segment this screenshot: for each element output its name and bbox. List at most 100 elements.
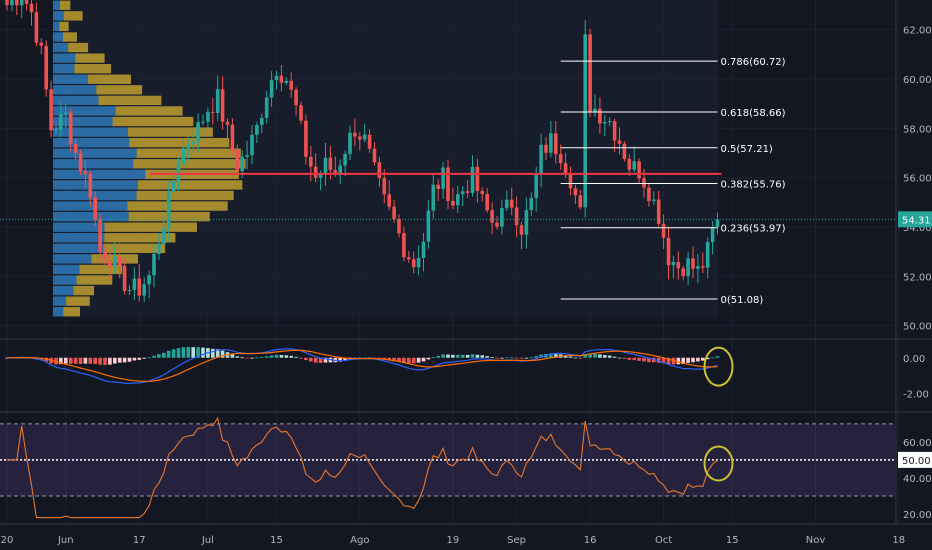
macd-histogram-bar (705, 357, 710, 360)
macd-histogram-bar (661, 357, 666, 364)
macd-histogram-bar (603, 355, 607, 358)
last-price-badge (898, 211, 932, 228)
macd-histogram-bar (88, 357, 93, 364)
macd-histogram-bar (152, 355, 156, 358)
candle-body (250, 134, 254, 156)
macd-histogram-bar (637, 357, 641, 361)
volume-profile-bar-up (53, 243, 104, 253)
macd-histogram-bar (500, 357, 504, 359)
macd-histogram-bar (181, 347, 186, 358)
last-price-badge-label: 54.31 (902, 215, 931, 226)
candle-body (627, 158, 632, 170)
price-axis-tick-label: 62.00 (903, 26, 932, 37)
candle-body (524, 210, 529, 235)
candle-body (661, 223, 666, 238)
candle-body (671, 262, 676, 266)
macd-histogram-bar (460, 354, 465, 358)
macd-histogram-bar (607, 355, 612, 358)
macd-histogram-bar (495, 357, 499, 359)
candle-body (544, 144, 548, 153)
candle-body (612, 121, 617, 141)
price-axis-tick-label: 56.00 (903, 174, 932, 185)
time-axis-tick-label: 20 (1, 535, 14, 546)
candle-body (348, 132, 352, 154)
candle-body (186, 144, 191, 149)
time-axis-tick-label: Jul (201, 535, 214, 546)
time-axis-tick-label: 16 (584, 535, 597, 546)
volume-profile-bar-down (137, 180, 243, 190)
candle-body (83, 171, 88, 174)
rsi-pane (0, 416, 895, 519)
volume-profile-bar-up (53, 307, 64, 317)
candle-body (54, 128, 58, 131)
volume-profile-bar-down (104, 222, 198, 232)
candle-body (73, 143, 78, 153)
price-axis-tick-label: 50.00 (903, 322, 932, 333)
time-axis-tick-label: Nov (806, 535, 826, 546)
macd-histogram-bar (686, 357, 690, 363)
volume-profile-bar-up (53, 180, 138, 190)
candle-body (88, 173, 93, 198)
macd-histogram-bar (157, 354, 161, 358)
candle-body (24, 0, 29, 4)
macd-annotation-circle (703, 346, 734, 387)
candle-body (264, 97, 269, 118)
candle-body (284, 80, 289, 83)
macd-histogram-bar (68, 357, 73, 364)
candle-body (686, 258, 690, 277)
volume-profile-bar-up (53, 233, 105, 243)
volume-profile-bar-down (136, 190, 234, 201)
macd-histogram-bar (642, 357, 646, 362)
candle-body (201, 121, 205, 123)
macd-histogram-bar (647, 357, 651, 363)
macd-histogram-bar (284, 355, 289, 358)
volume-profile-bar-down (73, 285, 95, 296)
candle-body (465, 191, 470, 193)
macd-histogram-bar (186, 346, 191, 358)
candle-body (225, 121, 230, 125)
macd-histogram-bar (245, 357, 249, 359)
candle-body (142, 284, 146, 296)
volume-profile-bar-up (53, 148, 137, 158)
fib-level-label: 0.786(60.72) (721, 57, 786, 68)
macd-histogram-bar (392, 357, 396, 362)
volume-profile-bar-up (53, 254, 92, 264)
volume-profile-bar-down (127, 201, 228, 211)
macd-histogram-bar (211, 348, 215, 358)
candle-body (416, 257, 421, 268)
fibonacci-retracement[interactable]: 0.786(60.72) 0.618(58.66) 0.5(57.21) 0.382(… (560, 57, 786, 306)
macd-histogram-bar (289, 355, 293, 358)
macd-histogram-bar (505, 357, 509, 359)
macd-histogram-bar (220, 350, 225, 358)
volume-profile-bar-down (60, 0, 71, 10)
volume-profile-bar-up (53, 222, 105, 232)
volume-profile-bar-up (53, 296, 67, 306)
candle-body (19, 0, 24, 6)
macd-histogram-bar (117, 357, 122, 363)
macd-histogram-bar (113, 357, 117, 364)
candle-body (519, 225, 524, 235)
volume-profile-bar-down (115, 106, 183, 116)
volume-profile-bar-down (103, 243, 166, 253)
candle-body (328, 157, 333, 171)
annotations (703, 346, 734, 482)
candle-body (392, 206, 396, 219)
macd-histogram-bar (465, 354, 470, 358)
macd-histogram-bar (137, 357, 142, 360)
macd-histogram-bar (269, 355, 274, 358)
macd-histogram-bar (397, 357, 401, 362)
candle-body (318, 172, 323, 178)
rsi-line (7, 416, 718, 519)
macd-histogram-bar (73, 357, 78, 364)
axes: 50.00 52.00 54.00 56.00 58.00 60.00 62.00 0.00 -… (1, 26, 932, 546)
candle-body (715, 219, 720, 228)
macd-histogram-bar (480, 355, 485, 358)
macd-histogram-bar (519, 357, 524, 359)
macd-histogram-bar (108, 357, 112, 365)
volume-profile-bar-down (68, 42, 89, 53)
volume-profile-bar-up (53, 211, 129, 222)
volume-profile-bar-up (53, 116, 113, 127)
macd-histogram-bar (411, 357, 416, 364)
candle-body (162, 228, 166, 245)
